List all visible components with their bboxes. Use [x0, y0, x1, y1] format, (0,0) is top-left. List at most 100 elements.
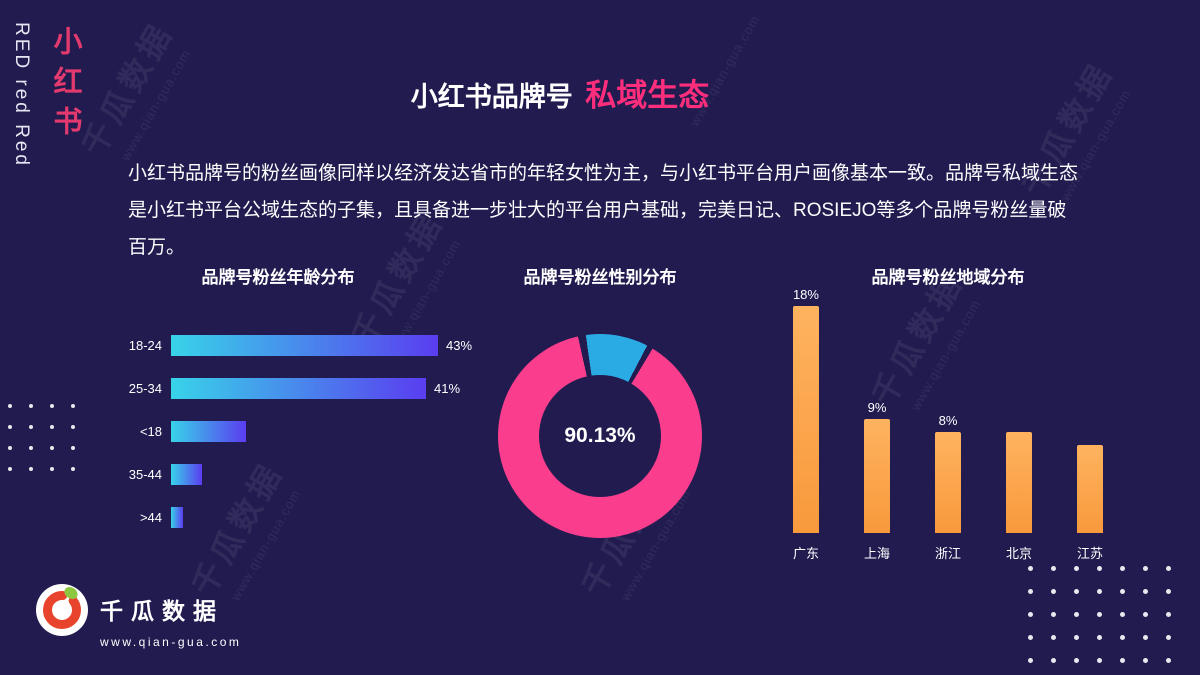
age-chart-title: 品牌号粉丝年龄分布 — [201, 268, 355, 287]
decor-dot — [1143, 658, 1148, 663]
footer-brand-block: 千瓜数据 www.qian-gua.com — [36, 584, 241, 649]
age-category-label: >44 — [139, 510, 162, 525]
decor-dot — [50, 425, 54, 429]
page-title-accent: 私域生态 — [585, 78, 710, 113]
decor-dot — [1028, 612, 1033, 617]
region-bar-group: 8% 浙江 — [935, 413, 961, 562]
decor-dot — [1028, 635, 1033, 640]
side-text-cn: 小红书 — [49, 26, 81, 146]
region-distribution-chart: 品牌号粉丝地域分布 18% 广东 9% 上海 8% 浙江 北京 江苏 — [758, 263, 1138, 562]
decor-dot — [29, 404, 33, 408]
decor-dot — [1166, 566, 1171, 571]
region-category-label: 广东 — [792, 546, 819, 561]
decor-dot — [1120, 635, 1125, 640]
age-value-label: 41% — [434, 381, 461, 396]
region-category-label: 上海 — [863, 546, 890, 561]
gender-donut: 90.13% — [498, 334, 702, 538]
region-bar-group: 江苏 — [1077, 426, 1103, 562]
decor-dot — [71, 404, 75, 408]
decor-dot — [71, 467, 75, 471]
region-bar — [792, 306, 819, 533]
decor-dot — [8, 467, 12, 471]
region-value-label: 18% — [792, 287, 819, 302]
age-distribution-chart: 品牌号粉丝年龄分布 18-24 43% 25-34 41% <18 35-44 >44 — [118, 263, 498, 539]
page-title-main: 小红书品牌号 — [410, 82, 573, 112]
side-text-en: RED red Red — [11, 22, 32, 168]
age-bars: 18-24 43% 25-34 41% <18 35-44 >44 — [118, 324, 498, 539]
intro-paragraph: 小红书品牌号的粉丝画像同样以经济发达省市的年轻女性为主，与小红书平台用户画像基本… — [128, 163, 1079, 258]
decor-dot — [1074, 635, 1079, 640]
decor-dot — [71, 446, 75, 450]
decor-dot — [1097, 658, 1102, 663]
decor-dot — [1143, 635, 1148, 640]
decor-dot — [1074, 589, 1079, 594]
decor-dot — [1143, 566, 1148, 571]
gender-chart-title: 品牌号粉丝性别分布 — [523, 268, 677, 287]
age-bar — [171, 335, 438, 356]
decor-dot — [1097, 589, 1102, 594]
decor-dot — [1051, 589, 1056, 594]
brand-url: www.qian-gua.com — [100, 635, 242, 649]
region-bar-group: 9% 上海 — [863, 400, 890, 562]
age-bar — [171, 421, 246, 442]
decor-dot — [1028, 658, 1033, 663]
decor-dot — [50, 446, 54, 450]
decor-dot — [1051, 635, 1056, 640]
age-category-label: 18-24 — [128, 338, 162, 353]
decor-dot — [1051, 658, 1056, 663]
age-bar — [171, 378, 426, 399]
decor-dot — [1120, 658, 1125, 663]
region-bar-group: 18% 广东 — [793, 287, 819, 562]
gender-distribution-chart: 品牌号粉丝性别分布 90.13% — [470, 263, 730, 538]
age-bar-row: <18 — [118, 410, 498, 453]
age-value-label: 43% — [446, 338, 473, 353]
decor-dot — [1074, 658, 1079, 663]
dots-decoration-left — [8, 404, 75, 471]
decor-dot — [71, 425, 75, 429]
region-bar — [863, 419, 890, 533]
decor-dot — [1120, 566, 1125, 571]
decor-dot — [1028, 589, 1033, 594]
qiangua-logo-icon — [36, 584, 88, 641]
age-category-label: 25-34 — [128, 381, 162, 396]
decor-dot — [8, 404, 12, 408]
age-bar — [171, 507, 183, 528]
decor-dot — [1166, 589, 1171, 594]
decor-dot — [1120, 612, 1125, 617]
decor-dot — [1051, 566, 1056, 571]
decor-dot — [50, 467, 54, 471]
region-category-label: 江苏 — [1077, 546, 1104, 561]
decor-dot — [1166, 658, 1171, 663]
decor-dot — [1028, 566, 1033, 571]
decor-dot — [1097, 635, 1102, 640]
gender-donut-center-label: 90.13% — [564, 424, 636, 447]
dots-decoration-right — [1028, 566, 1171, 663]
decor-dot — [1074, 612, 1079, 617]
decor-dot — [1143, 612, 1148, 617]
decor-dot — [1143, 589, 1148, 594]
region-category-label: 浙江 — [935, 546, 962, 561]
decor-dot — [1074, 566, 1079, 571]
footer-brand-text: 千瓜数据 www.qian-gua.com — [100, 584, 241, 649]
decor-dot — [1097, 566, 1102, 571]
decor-dot — [29, 446, 33, 450]
region-bar — [1077, 445, 1104, 533]
region-category-label: 北京 — [1006, 546, 1033, 561]
decor-dot — [29, 425, 33, 429]
age-bar-row: 35-44 — [118, 453, 498, 496]
decor-dot — [29, 467, 33, 471]
decor-dot — [1120, 589, 1125, 594]
region-value-label: 9% — [867, 400, 887, 415]
age-category-label: 35-44 — [128, 467, 162, 482]
region-bar — [935, 432, 961, 533]
age-category-label: <18 — [139, 424, 162, 439]
age-bar-row: 25-34 41% — [118, 367, 498, 410]
decor-dot — [8, 446, 12, 450]
region-bar-group: 北京 — [1006, 413, 1032, 562]
age-bar-row: >44 — [118, 496, 498, 539]
region-chart-title: 品牌号粉丝地域分布 — [871, 268, 1025, 287]
decor-dot — [1166, 635, 1171, 640]
decor-dot — [1166, 612, 1171, 617]
region-bars: 18% 广东 9% 上海 8% 浙江 北京 江苏 — [758, 287, 1138, 562]
